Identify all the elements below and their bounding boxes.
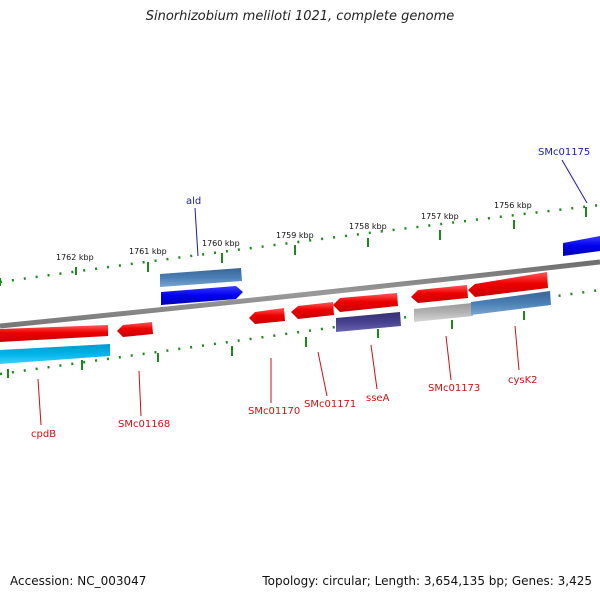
- scale-label: 1761 kbp: [129, 247, 167, 256]
- scale-label: 1757 kbp: [421, 212, 459, 221]
- feature-bar-SMc01173[interactable]: [414, 303, 473, 322]
- scale-label: 1758 kbp: [349, 222, 387, 231]
- scale-label: 1760 kbp: [202, 239, 240, 248]
- gene-arrow-ald[interactable]: [161, 286, 243, 305]
- gene-arrow-cpdB[interactable]: [0, 325, 108, 342]
- gene-arrow-SMc01168[interactable]: [117, 322, 153, 337]
- gene-arrow-SMc01171[interactable]: [291, 302, 334, 319]
- gene-label-SMc01175[interactable]: SMc01175: [538, 147, 590, 158]
- genome-summary-text: Topology: circular; Length: 3,654,135 bp…: [262, 574, 592, 588]
- map-title: Sinorhizobium meliloti 1021, complete ge…: [145, 9, 455, 24]
- genome-backbone: [0, 259, 600, 329]
- lower-major-ticks: [7, 311, 525, 378]
- scale-label: 1756 kbp: [494, 201, 532, 210]
- gene-label-cpdB[interactable]: cpdB: [31, 429, 56, 440]
- gene-label-SMc01168[interactable]: SMc01168: [118, 419, 170, 430]
- scale-label: 1762 kbp: [56, 253, 94, 262]
- gene-arrow-SMc01173[interactable]: [411, 285, 468, 303]
- scale-ruler: [0, 203, 600, 284]
- forward-callouts: [194, 159, 588, 257]
- gene-label-sseA[interactable]: sseA: [366, 393, 390, 404]
- feature-bar-cysK2[interactable]: [471, 291, 551, 315]
- scale-major-ticks: [0, 207, 587, 286]
- gene-label-SMc01171[interactable]: SMc01171: [304, 399, 356, 410]
- feature-bar-ald[interactable]: [160, 268, 242, 287]
- gene-label-SMc01173[interactable]: SMc01173: [428, 383, 480, 394]
- lower-ruler: [0, 288, 600, 376]
- reverse-callouts: [37, 325, 520, 426]
- gene-label-ald[interactable]: ald: [186, 196, 201, 207]
- feature-bar-sseA[interactable]: [336, 312, 401, 332]
- forward-features: [160, 236, 600, 305]
- gene-arrow-SMc01175[interactable]: [563, 236, 600, 256]
- gene-label-SMc01170[interactable]: SMc01170: [248, 406, 300, 417]
- gene-arrow-sseA[interactable]: [333, 293, 398, 312]
- scale-label: 1759 kbp: [276, 231, 314, 240]
- gene-arrow-SMc01170[interactable]: [249, 308, 285, 324]
- gene-arrow-cysK2[interactable]: [468, 272, 548, 297]
- accession-text: Accession: NC_003047: [10, 574, 147, 588]
- feature-bar-cpdB[interactable]: [0, 344, 110, 364]
- reverse-features: [0, 272, 551, 364]
- gene-label-cysK2[interactable]: cysK2: [508, 375, 538, 386]
